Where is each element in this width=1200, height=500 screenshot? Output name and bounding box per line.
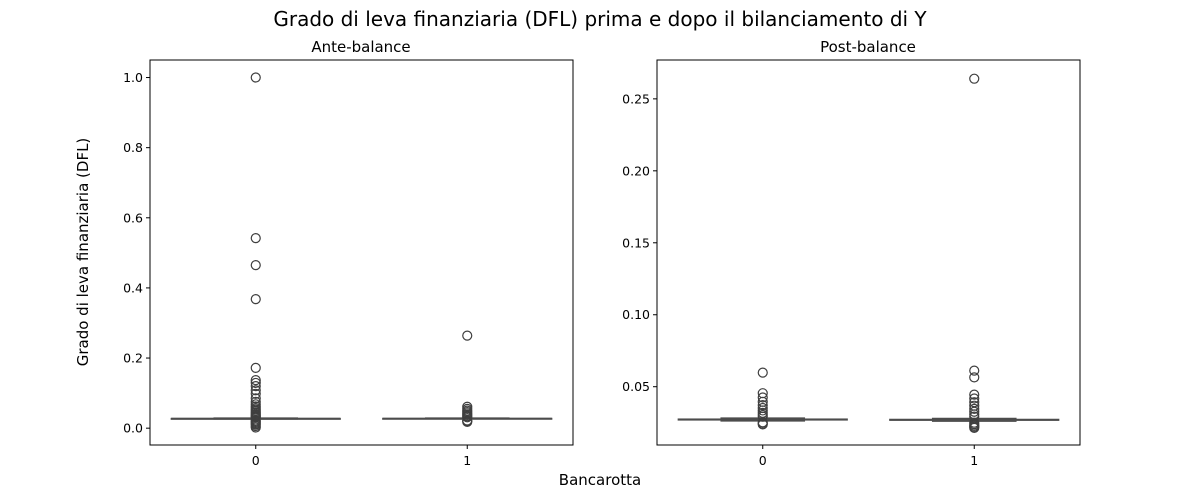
y-tick-label: 0.20 <box>622 163 650 178</box>
shared-y-axis-label: Grado di leva finanziaria (DFL) <box>74 138 92 367</box>
y-tick-label: 1.0 <box>123 70 143 85</box>
plot-area-ante: 0.0 0.2 0.4 0.6 0.8 1.0 0 1 <box>123 59 574 468</box>
outlier-point <box>969 393 980 404</box>
y-tick-label: 0.0 <box>123 421 143 436</box>
outlier-point <box>969 422 980 433</box>
y-tick-label: 0.4 <box>123 280 143 295</box>
outlier-point <box>250 385 261 396</box>
y-tick-label: 0.2 <box>123 351 143 366</box>
subplot-title-ante: Ante-balance <box>311 38 410 56</box>
outlier-point <box>462 330 473 341</box>
outlier-point <box>250 380 261 392</box>
subplot-title-post: Post-balance <box>820 38 916 56</box>
shared-x-axis-label: Bancarotta <box>559 471 641 489</box>
outlier-point <box>250 377 261 389</box>
x-tick-label: 0 <box>759 453 767 468</box>
y-tick-label: 0.15 <box>622 235 650 250</box>
outlier-point <box>250 375 261 386</box>
subplot-post-balance: Post-balance 0.05 0.10 0.15 0.20 0.25 0 1 <box>622 38 1081 468</box>
outlier-point <box>757 400 768 411</box>
box-group-1 <box>889 73 1060 433</box>
outlier-point <box>250 362 261 373</box>
outlier-point <box>250 422 261 433</box>
axes-frame <box>149 59 574 446</box>
outlier-point <box>969 372 980 383</box>
y-tick-label: 0.6 <box>123 210 143 225</box>
outlier-point <box>462 416 473 427</box>
outlier-point <box>757 411 768 422</box>
y-tick-label: 0.25 <box>622 91 650 106</box>
outlier-point <box>969 403 980 414</box>
outlier-point <box>462 412 473 423</box>
x-tick-label: 1 <box>970 453 978 468</box>
y-tick-label: 0.05 <box>622 379 650 394</box>
figure-suptitle: Grado di leva finanziaria (DFL) prima e … <box>273 7 927 31</box>
outlier-point <box>250 260 261 271</box>
x-tick-label: 0 <box>252 453 260 468</box>
outlier-point <box>969 365 980 376</box>
outlier-point <box>250 393 261 404</box>
box-group-0 <box>170 72 341 433</box>
outlier-point <box>757 419 768 430</box>
outlier-point <box>969 406 980 417</box>
subplot-ante-balance: Ante-balance 0.0 0.2 0.4 0.6 0.8 1.0 0 1 <box>123 38 574 468</box>
outlier-point <box>250 294 261 305</box>
outlier-point <box>250 72 261 83</box>
outlier-point <box>969 389 980 400</box>
box-group-0 <box>677 367 848 430</box>
y-tick-label: 0.8 <box>123 140 143 155</box>
outlier-point <box>250 233 261 244</box>
outlier-point <box>757 367 768 378</box>
outlier-point <box>757 405 768 416</box>
plot-area-post: 0.05 0.10 0.15 0.20 0.25 0 1 <box>622 59 1081 468</box>
axes-frame <box>656 59 1081 446</box>
box-group-1 <box>382 330 553 427</box>
x-tick-label: 1 <box>463 453 471 468</box>
y-tick-label: 0.10 <box>622 307 650 322</box>
outlier-point <box>969 73 980 84</box>
outlier-point <box>757 392 768 403</box>
outlier-point <box>250 388 261 399</box>
